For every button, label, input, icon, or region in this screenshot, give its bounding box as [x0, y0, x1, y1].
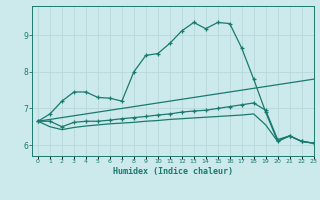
X-axis label: Humidex (Indice chaleur): Humidex (Indice chaleur)	[113, 167, 233, 176]
